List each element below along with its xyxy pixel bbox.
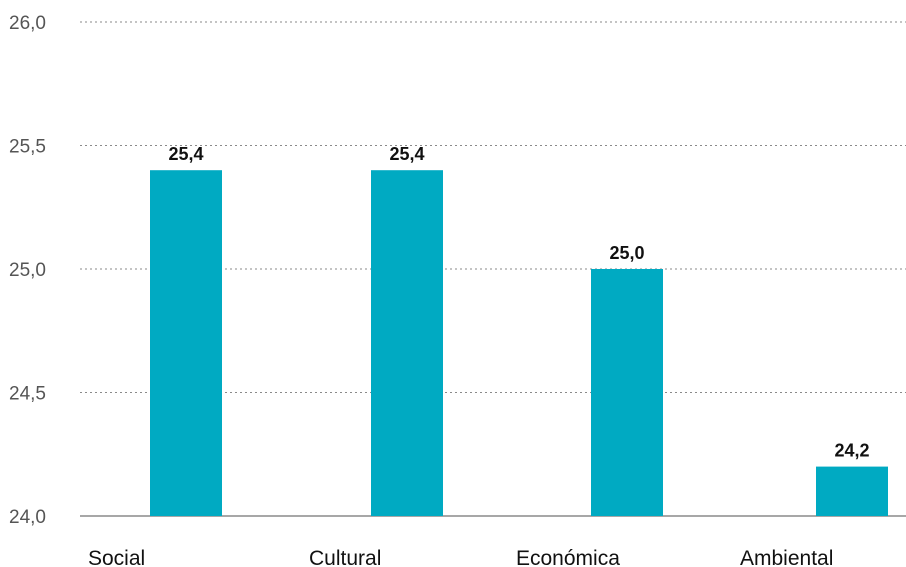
data-label: 25,4 xyxy=(389,144,424,164)
bars xyxy=(150,170,888,516)
bar xyxy=(371,170,443,516)
y-tick-label: 25,0 xyxy=(9,260,46,281)
y-tick-label: 26,0 xyxy=(9,13,46,34)
y-tick-label: 24,5 xyxy=(9,384,46,405)
bar xyxy=(591,269,663,516)
x-axis-tick-labels: Social Cultural Económica Ambiental xyxy=(88,547,833,567)
y-tick-label: 24,0 xyxy=(9,507,46,528)
y-axis-tick-labels: 24,0 24,5 25,0 25,5 26,0 xyxy=(9,13,46,528)
bar xyxy=(816,466,888,516)
x-tick-label: Social xyxy=(88,547,145,567)
data-label: 25,0 xyxy=(609,243,644,263)
data-label: 25,4 xyxy=(168,144,203,164)
x-tick-label: Económica xyxy=(516,547,620,567)
x-tick-label: Cultural xyxy=(309,547,381,567)
data-labels: 25,4 25,4 25,0 24,2 xyxy=(168,144,869,460)
data-label: 24,2 xyxy=(834,441,869,461)
bar xyxy=(150,170,222,516)
y-tick-label: 25,5 xyxy=(9,137,46,158)
x-tick-label: Ambiental xyxy=(740,547,833,567)
